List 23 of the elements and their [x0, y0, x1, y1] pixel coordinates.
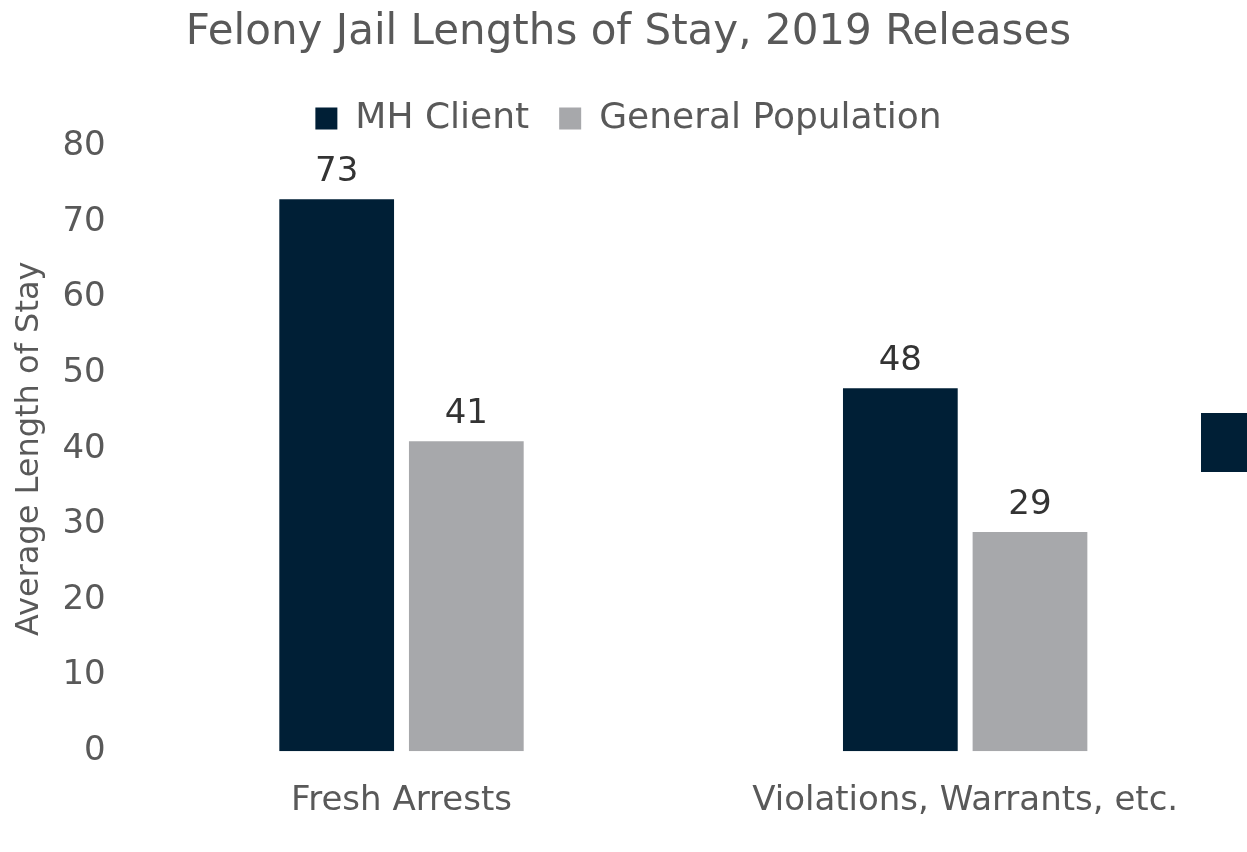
y-axis-title: Average Length of Stay	[7, 261, 46, 637]
bar	[408, 441, 524, 752]
bar	[279, 199, 395, 752]
legend-label: MH Client	[355, 94, 530, 136]
data-label: 41	[444, 391, 488, 432]
x-tick-label: Violations, Warrants, etc.	[752, 778, 1179, 819]
bar	[842, 388, 958, 752]
y-tick-label: 10	[62, 652, 106, 693]
data-label: 48	[878, 338, 922, 379]
y-tick-label: 50	[62, 350, 106, 391]
y-tick-label: 60	[62, 274, 106, 315]
y-tick-label: 70	[62, 198, 106, 239]
data-label: 29	[1008, 481, 1052, 522]
legend-label: General Population	[599, 94, 942, 136]
data-label: 73	[315, 149, 359, 190]
y-tick-label: 40	[62, 425, 106, 466]
x-tick-label: Fresh Arrests	[291, 778, 512, 819]
y-tick-label: 20	[62, 576, 106, 617]
y-tick-label: 0	[84, 728, 106, 769]
bar	[972, 531, 1088, 752]
y-tick-label: 80	[62, 123, 106, 164]
chart-title: Felony Jail Lengths of Stay, 2019 Releases	[185, 5, 1072, 55]
y-tick-label: 30	[62, 501, 106, 542]
